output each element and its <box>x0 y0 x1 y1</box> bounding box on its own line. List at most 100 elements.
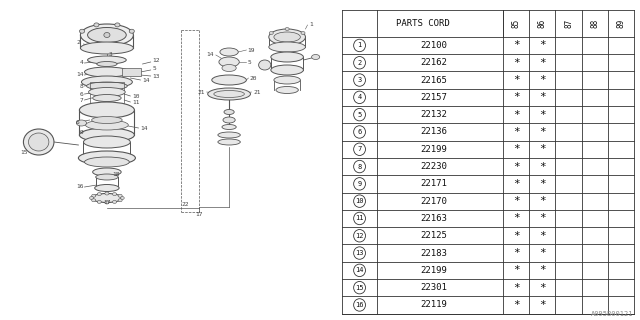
Ellipse shape <box>212 75 246 85</box>
Ellipse shape <box>118 194 122 197</box>
Ellipse shape <box>208 88 250 100</box>
Text: *: * <box>539 300 546 310</box>
Ellipse shape <box>76 120 86 126</box>
Text: 13: 13 <box>153 74 160 78</box>
Text: 22199: 22199 <box>420 266 447 275</box>
Text: *: * <box>539 162 546 172</box>
Ellipse shape <box>92 199 96 202</box>
Ellipse shape <box>271 52 303 62</box>
Text: 2: 2 <box>357 60 362 66</box>
Text: 1: 1 <box>357 43 362 48</box>
Ellipse shape <box>92 194 96 197</box>
Text: 4: 4 <box>80 60 83 66</box>
Text: *: * <box>539 110 546 120</box>
Text: 7: 7 <box>357 146 362 152</box>
Ellipse shape <box>88 87 125 97</box>
Text: 13: 13 <box>355 250 364 256</box>
Text: 22119: 22119 <box>420 300 447 309</box>
Ellipse shape <box>285 28 289 30</box>
Ellipse shape <box>222 124 236 130</box>
Text: 14: 14 <box>76 73 83 77</box>
Text: *: * <box>513 213 520 223</box>
Text: 11: 11 <box>132 100 140 105</box>
Text: 18: 18 <box>112 172 120 178</box>
Text: *: * <box>513 231 520 241</box>
Text: *: * <box>513 162 520 172</box>
Text: 87: 87 <box>564 19 573 28</box>
Ellipse shape <box>224 109 234 115</box>
Text: 22171: 22171 <box>420 179 447 188</box>
Text: *: * <box>513 196 520 206</box>
Ellipse shape <box>120 196 124 199</box>
Text: 22199: 22199 <box>420 145 447 154</box>
Ellipse shape <box>92 116 122 124</box>
Text: 21: 21 <box>197 90 205 94</box>
Text: *: * <box>539 58 546 68</box>
Ellipse shape <box>274 76 300 84</box>
Ellipse shape <box>97 193 101 196</box>
Ellipse shape <box>269 29 305 45</box>
Text: 21: 21 <box>253 90 261 94</box>
Ellipse shape <box>105 192 109 195</box>
Text: *: * <box>513 265 520 275</box>
Text: *: * <box>539 196 546 206</box>
Text: 6: 6 <box>357 129 362 135</box>
Text: 9: 9 <box>80 130 83 134</box>
Ellipse shape <box>78 151 136 165</box>
Ellipse shape <box>118 199 122 202</box>
Text: 86: 86 <box>538 19 547 28</box>
Text: *: * <box>513 75 520 85</box>
Ellipse shape <box>113 193 116 196</box>
Ellipse shape <box>223 117 235 123</box>
Text: *: * <box>539 75 546 85</box>
Ellipse shape <box>218 139 240 145</box>
Text: 3: 3 <box>357 77 362 83</box>
Ellipse shape <box>84 157 129 167</box>
Text: 4: 4 <box>357 94 362 100</box>
Text: 88: 88 <box>590 19 599 28</box>
Text: *: * <box>513 144 520 154</box>
Text: 16: 16 <box>76 185 83 189</box>
Ellipse shape <box>96 174 118 180</box>
Ellipse shape <box>94 23 99 27</box>
Ellipse shape <box>29 133 49 151</box>
Ellipse shape <box>220 48 238 56</box>
Text: *: * <box>539 179 546 189</box>
Text: *: * <box>539 265 546 275</box>
Text: 9: 9 <box>357 181 362 187</box>
Ellipse shape <box>276 86 298 93</box>
Ellipse shape <box>271 65 303 75</box>
Ellipse shape <box>214 91 244 98</box>
Text: 22301: 22301 <box>420 283 447 292</box>
Ellipse shape <box>274 32 300 42</box>
Text: 14: 14 <box>141 125 148 131</box>
Text: 8: 8 <box>80 84 83 89</box>
Ellipse shape <box>81 42 133 54</box>
Text: 22132: 22132 <box>420 110 447 119</box>
Text: *: * <box>539 92 546 102</box>
Text: *: * <box>513 127 520 137</box>
Ellipse shape <box>105 201 109 204</box>
Text: 14: 14 <box>206 52 214 58</box>
Text: 22157: 22157 <box>420 93 447 102</box>
Text: 22162: 22162 <box>420 58 447 67</box>
Ellipse shape <box>301 31 305 35</box>
Text: *: * <box>513 58 520 68</box>
Text: 7: 7 <box>80 98 83 102</box>
Text: *: * <box>539 144 546 154</box>
Text: 17: 17 <box>103 199 111 204</box>
Text: 10: 10 <box>132 93 140 99</box>
Ellipse shape <box>86 120 128 130</box>
Text: 5: 5 <box>357 112 362 118</box>
Ellipse shape <box>81 24 133 46</box>
Text: 22230: 22230 <box>420 162 447 171</box>
Text: 15: 15 <box>20 149 28 155</box>
Text: 14: 14 <box>143 77 150 83</box>
Ellipse shape <box>269 42 305 52</box>
Ellipse shape <box>93 94 121 101</box>
Ellipse shape <box>104 33 110 37</box>
Text: 10: 10 <box>355 198 364 204</box>
Ellipse shape <box>83 136 131 148</box>
Text: A095B00121: A095B00121 <box>591 311 634 317</box>
Ellipse shape <box>129 29 134 33</box>
